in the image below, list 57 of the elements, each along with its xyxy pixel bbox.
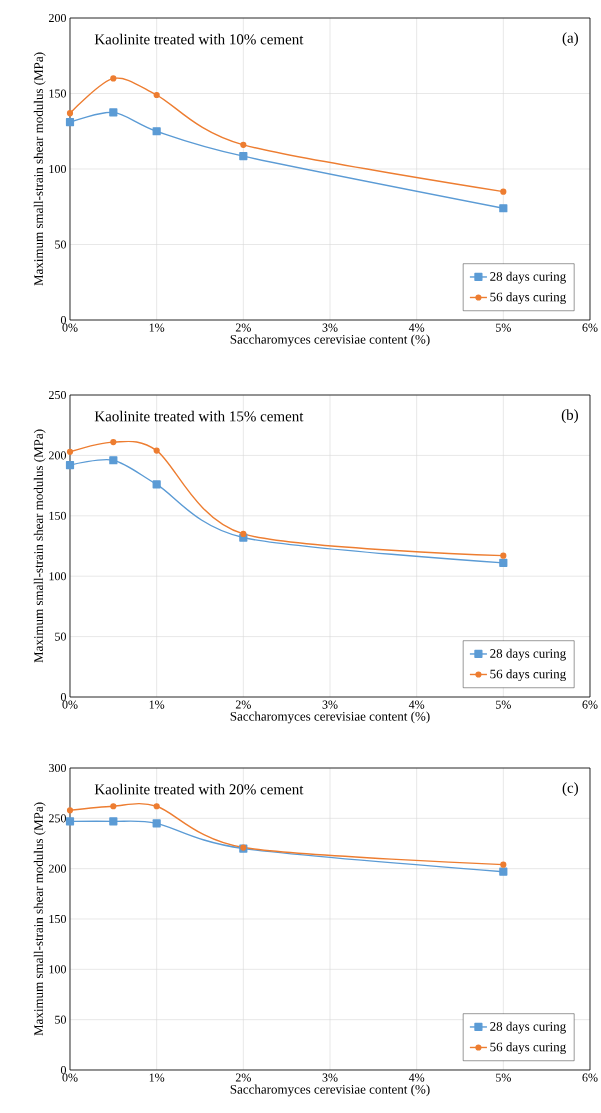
x-tick-label: 0%: [62, 323, 78, 332]
x-tick-label: 2%: [235, 1073, 251, 1082]
text: Kaolinite treated with 20% cement: [94, 783, 304, 795]
legend-label: 28 days curing: [490, 648, 566, 661]
y-axis-title: Maximum small-strain shear modulus (MPa): [33, 802, 46, 1036]
x-tick-label: 3%: [322, 323, 338, 332]
x-tick-label: 4%: [408, 323, 425, 332]
annotation: (c): [562, 782, 578, 796]
y-tick-label: 300: [48, 763, 66, 773]
x-axis-title: Saccharomyces cerevisiae content (%): [230, 711, 430, 724]
x-tick-label: 5%: [495, 323, 511, 332]
legend-label: 56 days curing: [490, 669, 566, 682]
x-tick-label: 0%: [62, 700, 78, 709]
x-tick-label: 5%: [495, 700, 511, 709]
x-axis-title: Saccharomyces cerevisiae content (%): [230, 334, 430, 347]
x-tick-label: 1%: [149, 323, 165, 332]
y-tick-label: 100: [49, 965, 66, 974]
y-tick-label: 200: [48, 451, 66, 460]
legend-label: 56 days curing: [490, 292, 566, 305]
y-tick-label: 200: [48, 13, 66, 23]
y-tick-label: 250: [48, 814, 66, 823]
y-tick-label: 100: [49, 164, 66, 174]
text: Kaolinite treated with 15% cement: [94, 410, 304, 422]
x-tick-label: 3%: [322, 1073, 338, 1082]
x-tick-label: 6%: [582, 700, 598, 709]
annotation: (b): [561, 409, 578, 423]
x-tick-label: 2%: [235, 700, 251, 709]
x-tick-label: 1%: [149, 1073, 165, 1082]
x-tick-label: 4%: [408, 1073, 425, 1082]
y-tick-label: 100: [49, 572, 66, 581]
legend-label: 56 days curing: [490, 1042, 566, 1055]
annotation: (a): [562, 32, 578, 46]
y-tick-label: 0: [60, 1065, 66, 1075]
x-tick-label: 6%: [582, 323, 598, 332]
y-tick-label: 150: [49, 914, 66, 924]
x-tick-label: 0%: [62, 1073, 78, 1082]
y-tick-label: 0: [60, 692, 66, 702]
x-tick-label: 5%: [495, 1073, 511, 1082]
y-tick-label: 50: [55, 240, 66, 249]
y-axis-title: Maximum small-strain shear modulus (MPa): [33, 429, 46, 663]
text: Kaolinite treated with 10% cement: [94, 33, 304, 45]
x-axis-title: Saccharomyces cerevisiae content (%): [230, 1084, 430, 1097]
y-axis-title: Maximum small-strain shear modulus (MPa): [33, 52, 46, 286]
x-tick-label: 4%: [408, 700, 425, 709]
y-tick-label: 50: [55, 1015, 66, 1024]
y-tick-label: 250: [48, 390, 66, 400]
x-tick-label: 6%: [582, 1073, 598, 1082]
x-tick-label: 1%: [149, 700, 165, 709]
y-tick-label: 200: [48, 864, 66, 873]
y-tick-label: 0: [60, 315, 66, 325]
x-tick-label: 3%: [322, 700, 338, 709]
y-tick-label: 50: [55, 632, 66, 641]
legend-label: 28 days curing: [490, 271, 566, 284]
legend-label: 28 days curing: [490, 1021, 566, 1034]
x-tick-label: 2%: [235, 323, 251, 332]
y-tick-label: 150: [49, 511, 66, 520]
y-tick-label: 150: [49, 89, 66, 98]
